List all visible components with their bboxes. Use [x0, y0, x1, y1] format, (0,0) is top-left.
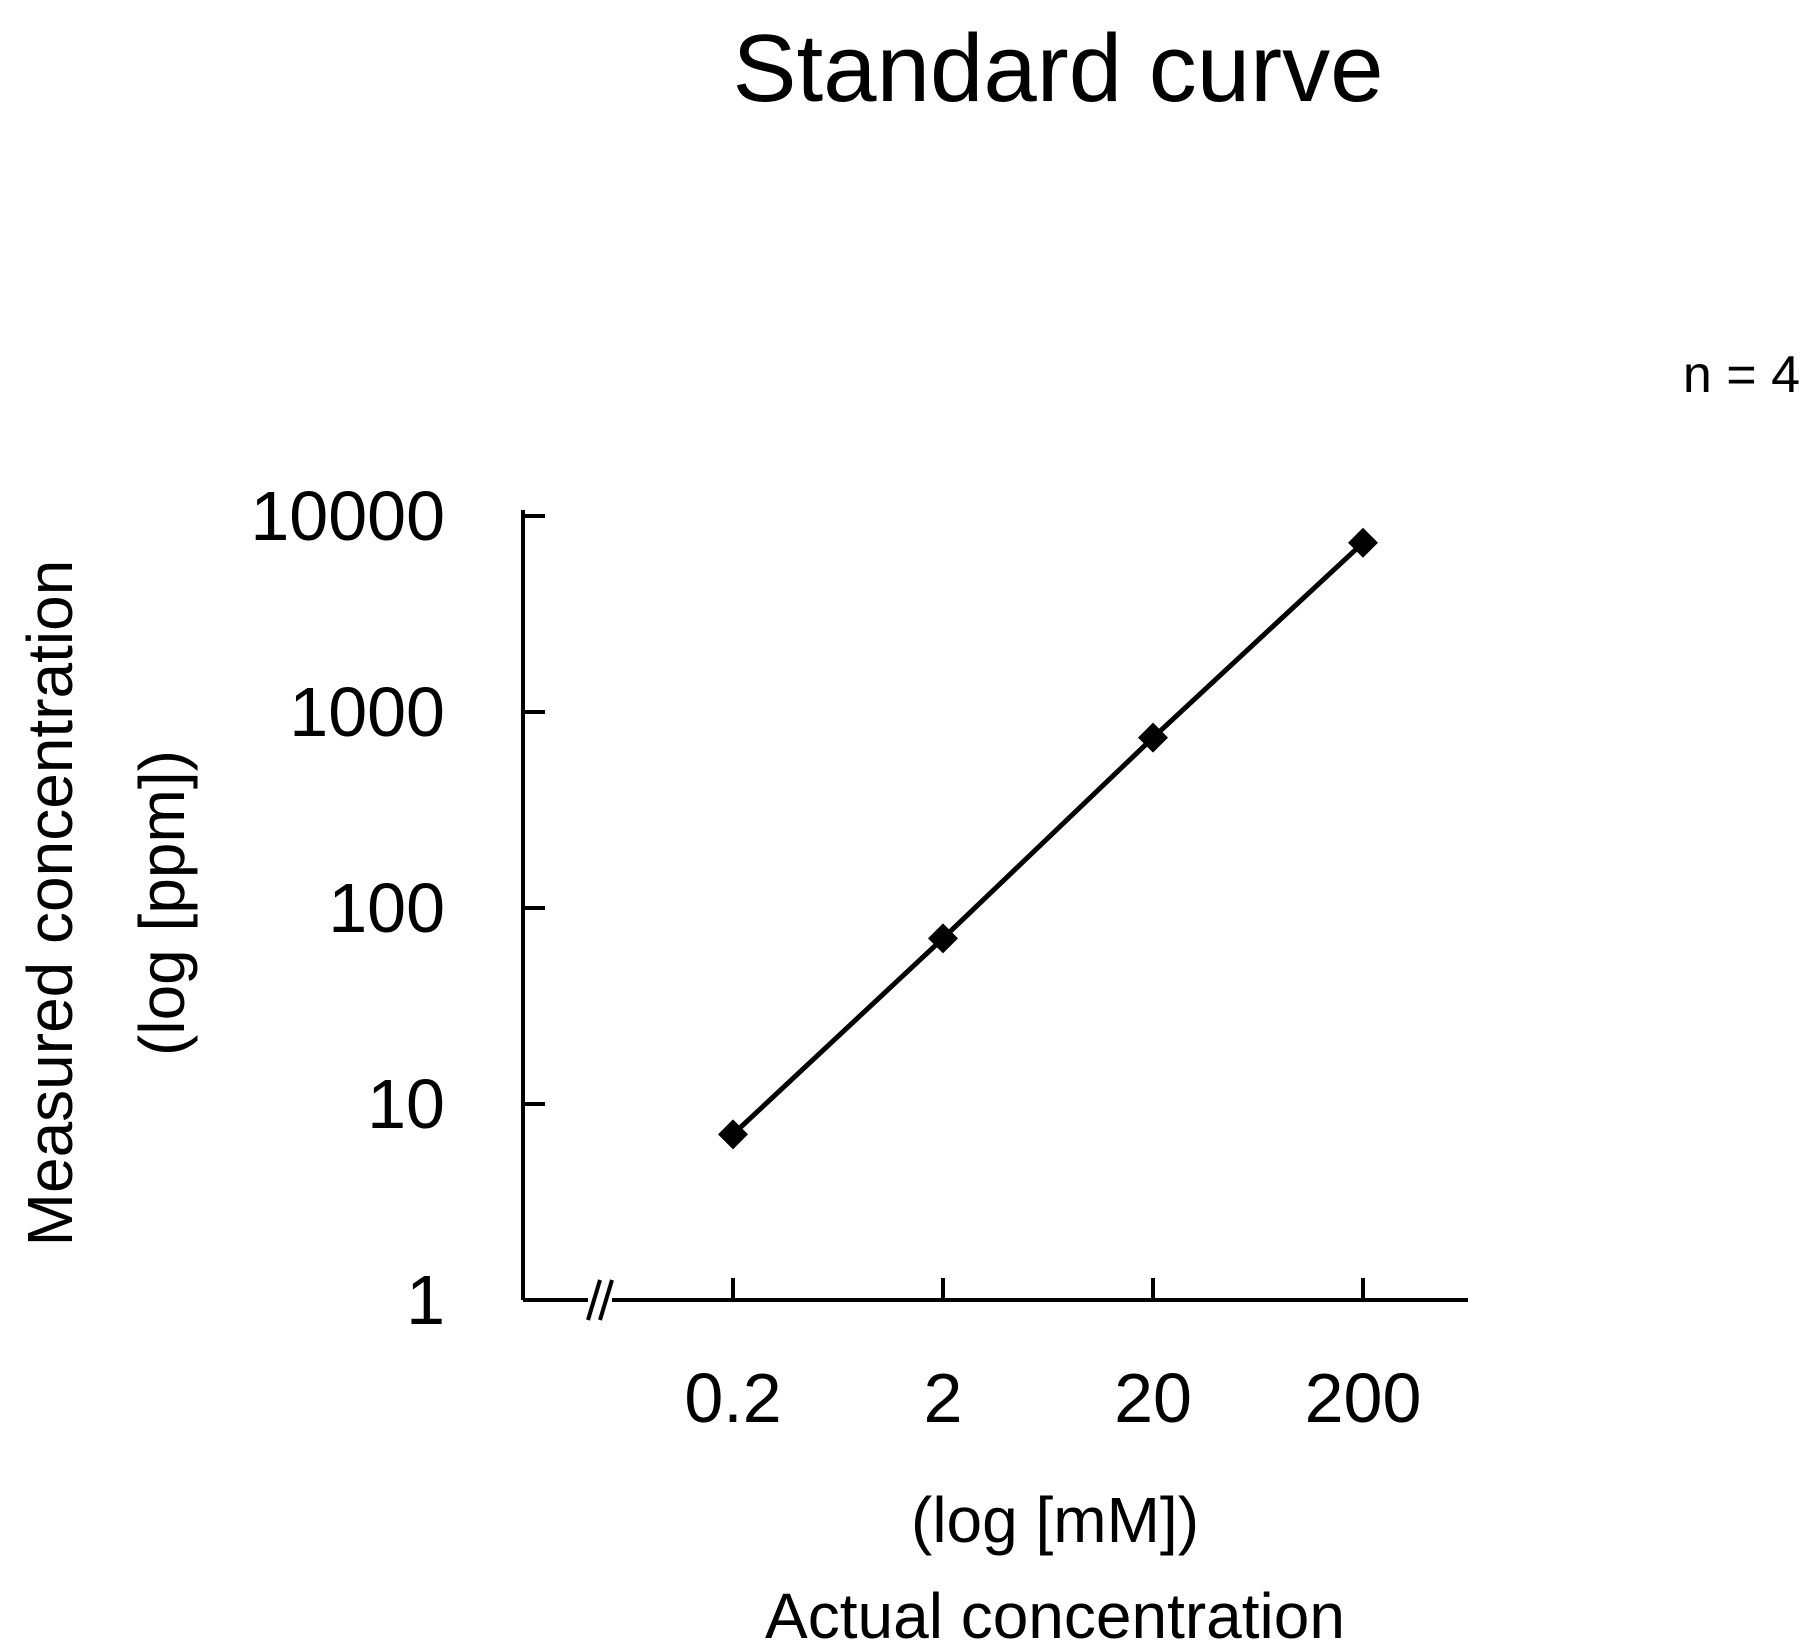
x-tick-label: 20: [1114, 1359, 1192, 1437]
plot-area: [718, 527, 1378, 1150]
data-point-diamond: [1138, 722, 1168, 753]
y-tick-label: 10000: [250, 477, 445, 555]
x-axis-title-line2: Actual concentration: [765, 1580, 1345, 1651]
y-tick-label: 1000: [289, 673, 445, 751]
data-point-diamond: [1348, 527, 1378, 558]
y-axis-title-line2: (log [ppm]): [126, 750, 198, 1056]
sample-size-annotation: n = 4: [1683, 346, 1800, 404]
y-axis-title-line1: Measured concentration: [14, 560, 86, 1247]
y-axis-ticks: 1 10 100 1000 10000: [250, 477, 545, 1339]
x-tick-label: 200: [1305, 1359, 1422, 1437]
y-tick-label: 100: [328, 869, 445, 947]
y-tick-label: 1: [406, 1261, 445, 1339]
chart-title: Standard curve: [732, 15, 1383, 122]
x-axis-break-marker: [586, 1279, 614, 1321]
x-axis-ticks: 0.2 2 20 200: [684, 1278, 1421, 1437]
series-line: [731, 540, 1365, 1137]
x-tick-label: 0.2: [684, 1359, 781, 1437]
y-axis-title: Measured concentration (log [ppm]): [14, 560, 198, 1247]
x-axis-title-line1: (log [mM]): [911, 1484, 1199, 1556]
data-point-diamond: [928, 923, 958, 954]
data-point-diamond: [718, 1119, 748, 1150]
y-tick-label: 10: [367, 1065, 445, 1143]
x-tick-label: 2: [924, 1359, 963, 1437]
